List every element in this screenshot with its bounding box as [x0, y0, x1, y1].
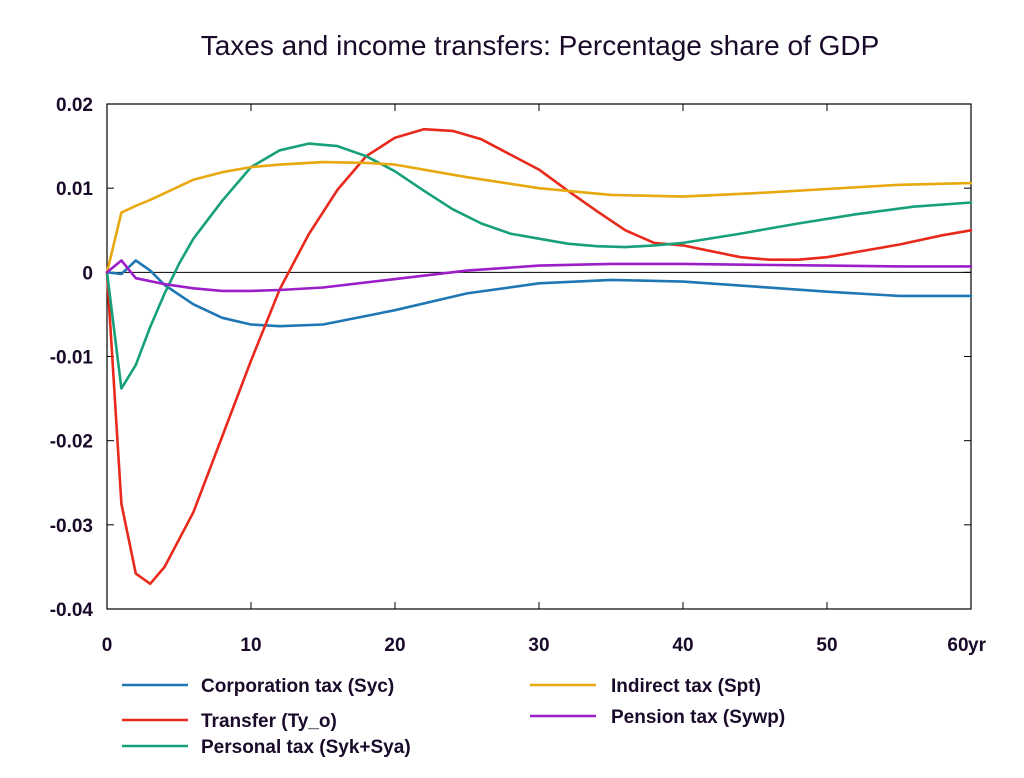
legend: Corporation tax (Syc) Transfer (Ty_o) Pers…: [122, 676, 785, 758]
y-tick-label: -0.02: [50, 432, 93, 453]
y-tick-label: -0.04: [50, 600, 94, 621]
series-line-2: [105, 142, 973, 390]
chart-title: Taxes and income transfers: Percentage s…: [200, 30, 880, 61]
x-tick-label: 10: [240, 635, 261, 656]
x-tick-label: 20: [384, 635, 405, 656]
y-tick-label: 0: [82, 263, 93, 284]
y-tick-label: 0.01: [56, 179, 93, 200]
series-line-0: [105, 259, 973, 328]
series-line-4: [105, 259, 973, 293]
y-tick-label: -0.03: [50, 516, 93, 537]
x-tick-label: 30: [528, 635, 549, 656]
x-unit-label: yr: [968, 635, 987, 656]
x-tick-label: 0: [102, 635, 113, 656]
x-tick-label: 40: [672, 635, 693, 656]
series-line-1: [105, 127, 973, 586]
legend-label: Personal tax (Syk+Sya): [201, 737, 411, 758]
plot-border: [106, 103, 972, 610]
legend-label: Pension tax (Sywp): [611, 707, 785, 728]
x-tick-label: 60: [947, 635, 968, 656]
x-axis: 0 10 20 30 40 50 60 yr: [102, 104, 987, 656]
series-line-3: [105, 160, 973, 274]
plot-frame: [106, 103, 972, 610]
y-axis: 0.02 0.01 0 -0.01 -0.02 -0.03 -0.04: [50, 95, 971, 621]
legend-label: Transfer (Ty_o): [201, 711, 337, 732]
series-lines: [105, 127, 973, 586]
x-tick-label: 50: [816, 635, 837, 656]
legend-label: Corporation tax (Syc): [201, 676, 394, 697]
y-tick-label: -0.01: [50, 348, 94, 369]
legend-label: Indirect tax (Spt): [611, 676, 761, 697]
y-tick-label: 0.02: [56, 95, 93, 116]
